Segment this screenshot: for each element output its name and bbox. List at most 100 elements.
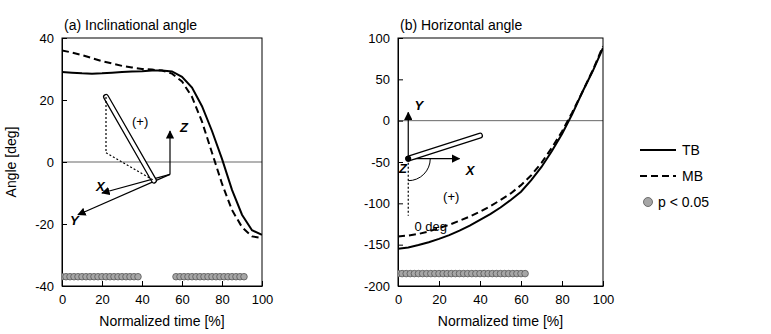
inset-line [106, 153, 154, 181]
legend-symbol [640, 149, 676, 151]
annotation: Y [70, 213, 80, 228]
tick-label: 0 [395, 292, 402, 307]
x-axis-title: Normalized time [%] [438, 313, 563, 329]
legend: TB MB p < 0.05 [640, 142, 709, 210]
tick-label: 0 [59, 292, 66, 307]
tick-mark [62, 162, 67, 163]
tick: -100 [364, 196, 403, 211]
figure: 020406080100-40-2002040(+)ZXY(a) Inclina… [0, 0, 771, 334]
tick-label: -200 [364, 279, 390, 294]
annotation: Z [179, 120, 189, 135]
inset-bat [106, 97, 154, 181]
series-line [62, 50, 262, 238]
x-axis-title: Normalized time [%] [99, 313, 224, 329]
tick: 100 [593, 281, 615, 307]
tick-label: -50 [371, 155, 390, 170]
legend-symbol [640, 175, 676, 177]
tick-label: -20 [35, 217, 54, 232]
significance-marker [522, 270, 529, 277]
tick-mark [398, 38, 403, 39]
tick-mark [521, 281, 522, 286]
tick-mark [222, 281, 223, 286]
tick-mark [562, 281, 563, 286]
series-line [398, 48, 603, 249]
tick-mark [398, 203, 403, 204]
inset-arc [408, 159, 430, 181]
inset-line [105, 97, 106, 153]
tick-mark [439, 281, 440, 286]
tick: 0 [383, 113, 403, 128]
tick-mark [603, 281, 604, 286]
significance-marker [241, 273, 248, 280]
inset-line [408, 112, 409, 158]
plot-frame [62, 38, 262, 286]
annotation: X [95, 179, 106, 194]
tick-label: 0 [383, 113, 390, 128]
plot-frame [398, 38, 603, 286]
tick: -40 [35, 279, 67, 294]
tick-label: 20 [95, 292, 109, 307]
tick-label: 60 [514, 292, 528, 307]
tick-label: 40 [135, 292, 149, 307]
tick-label: -100 [364, 196, 390, 211]
series-line [398, 46, 603, 236]
inset-diagram [78, 97, 170, 215]
tick-mark [182, 281, 183, 286]
tick-label: -150 [364, 237, 390, 252]
tick: 100 [368, 31, 403, 46]
legend-label: p < 0.05 [658, 194, 709, 210]
tick-label: 40 [473, 292, 487, 307]
tick-mark [398, 245, 403, 246]
tick: 20 [95, 281, 109, 307]
legend-label: TB [682, 142, 700, 158]
tick-mark [398, 286, 403, 287]
tick-label: 20 [40, 93, 54, 108]
tick: 40 [473, 281, 487, 307]
axis-line [399, 286, 604, 287]
tick-label: 80 [215, 292, 229, 307]
tick: 0 [47, 155, 67, 170]
annotation: Y [414, 98, 424, 113]
panel: 0 20 40 60 80 100 -40 -20 0 20 40 (+) Z X Y [35, 31, 273, 308]
tick-label: 60 [175, 292, 189, 307]
annotation: (+) [132, 114, 148, 129]
tick-mark [142, 281, 143, 286]
x-axis: 0 20 40 60 80 100 [59, 281, 273, 307]
tick: 100 [252, 281, 274, 307]
tick: 40 [40, 31, 67, 46]
zero-line [62, 162, 262, 163]
tick: 40 [135, 281, 149, 307]
tick: 80 [215, 281, 229, 307]
tick: -150 [364, 237, 403, 252]
tick-label: 100 [593, 292, 615, 307]
inset-bat [408, 136, 480, 159]
legend-label: MB [682, 168, 703, 184]
tick: 50 [376, 72, 403, 87]
tick-label: 0 [47, 155, 54, 170]
tick-mark [398, 79, 403, 80]
tick-label: 100 [368, 31, 390, 46]
tick: 80 [555, 281, 569, 307]
tick-label: 50 [376, 72, 390, 87]
inset-line [169, 131, 170, 174]
tick-mark [398, 121, 403, 122]
tick: 20 [40, 93, 67, 108]
inset-bat [106, 97, 154, 181]
tick: -20 [35, 217, 67, 232]
axis-line [63, 286, 263, 287]
annotation: 0 deg [414, 219, 447, 234]
annotation: X [465, 163, 476, 178]
significance-marker [135, 273, 142, 280]
inset-line [408, 159, 409, 216]
tick: 60 [175, 281, 189, 307]
tick-mark [62, 224, 67, 225]
tick-label: 40 [40, 31, 54, 46]
tick-mark [480, 281, 481, 286]
x-axis: 020406080100 [395, 281, 614, 307]
tick-mark [102, 281, 103, 286]
plot-area [62, 50, 262, 280]
y-axis: -200 -150 -100 -50 0 50 100 [364, 31, 403, 294]
inset-diagram [405, 112, 480, 215]
inset-bat [408, 136, 480, 159]
plot-area [398, 46, 603, 277]
